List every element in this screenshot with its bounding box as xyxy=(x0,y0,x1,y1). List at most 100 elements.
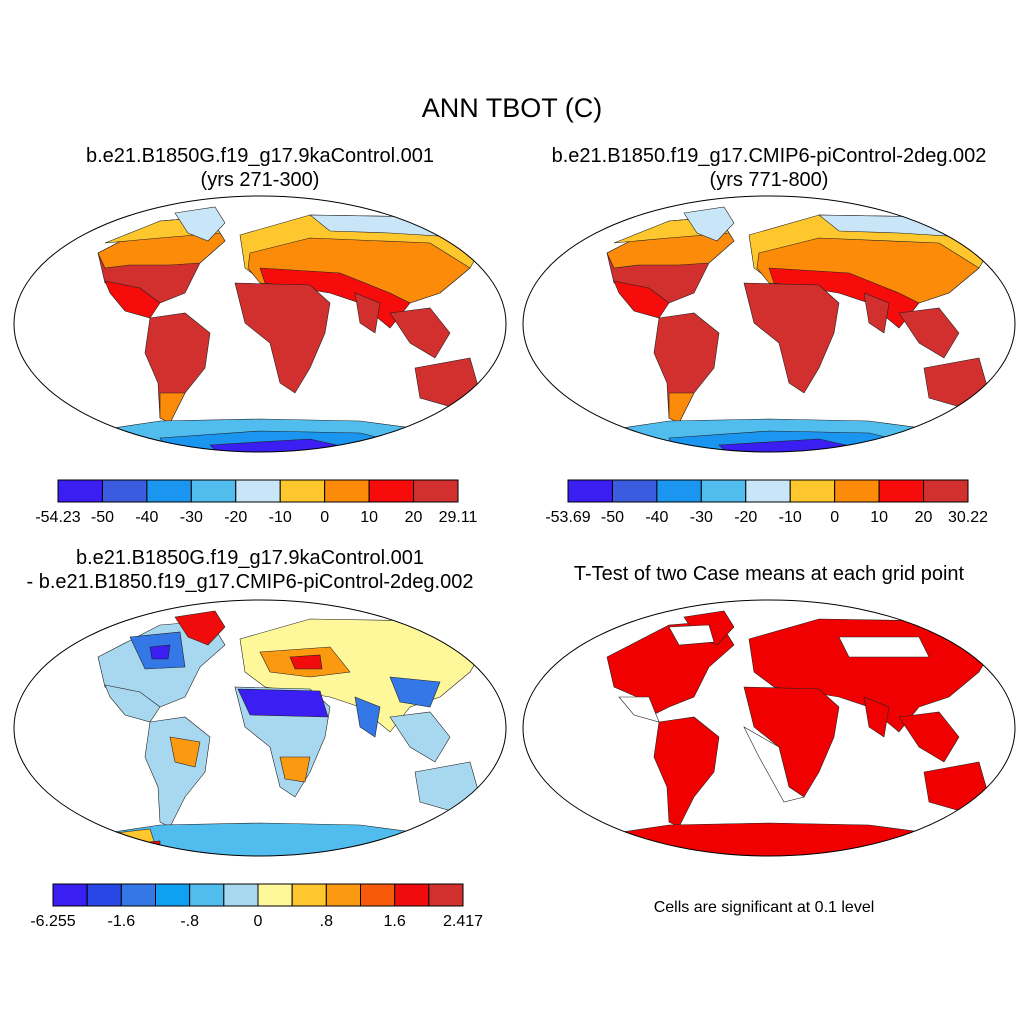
panel-1-colorbar-swatch xyxy=(235,479,281,503)
map-boundary xyxy=(522,599,1016,857)
panel-2-title: b.e21.B1850.f19_g17.CMIP6-piControl-2deg… xyxy=(514,144,1024,192)
south-africa-warm xyxy=(279,756,311,783)
panel-3-colorbar-swatch xyxy=(394,883,430,907)
insignificant-africa-west xyxy=(743,726,805,803)
panel-3-colorbar-tick-label: 2.417 xyxy=(443,913,483,930)
figure-title: ANN TBOT (C) xyxy=(421,93,603,123)
africa xyxy=(234,282,331,394)
panel-1-colorbar-tick-label: -40 xyxy=(135,509,158,526)
africa-significant xyxy=(743,686,840,798)
panel-4-map xyxy=(519,597,1019,859)
map-boundary xyxy=(13,599,507,857)
panel-2-map xyxy=(519,193,1019,455)
sahara-anomaly xyxy=(237,688,329,718)
panel-1-colorbar-swatch xyxy=(57,479,103,503)
panel-2-colorbar-tick-label: -20 xyxy=(734,509,757,526)
panel-1-colorbar-tick-label: 29.11 xyxy=(439,509,478,526)
panel-1-colorbar-swatch xyxy=(190,479,237,503)
panel-2-colorbar-tick-label: -30 xyxy=(690,509,713,526)
panel-4-title-line-1: T-Test of two Case means at each grid po… xyxy=(573,563,965,585)
panel-1-colorbar: -54.23 -50 -40 -30 -20 -10 0 10 20 29.11 xyxy=(35,479,478,526)
panel-3-colorbar-swatch xyxy=(428,883,464,907)
panel-1-colorbar-tick-label: 20 xyxy=(405,509,423,526)
panel-1-colorbar-tick-label: -10 xyxy=(269,509,292,526)
greenland xyxy=(683,206,735,242)
panel-1-colorbar-swatch xyxy=(101,479,148,503)
insignificant-central-america xyxy=(618,696,660,723)
india xyxy=(863,292,890,334)
panel-3-map xyxy=(10,597,510,859)
panel-3-colorbar-tick-label: -6.255 xyxy=(30,913,75,930)
panel-3-colorbar-swatch xyxy=(189,883,225,907)
significance-note: Cells are significant at 0.1 level xyxy=(653,899,875,916)
panel-1-colorbar-tick-label: -20 xyxy=(224,509,247,526)
india-significant xyxy=(863,696,890,738)
panel-3-title-line-1: b.e21.B1850G.f19_g17.9kaControl.001 xyxy=(75,547,425,569)
panel-1-colorbar-tick-label: 10 xyxy=(360,509,378,526)
panel-3-colorbar-swatch xyxy=(120,883,157,907)
panel-1-colorbar-tick-label: -30 xyxy=(180,509,203,526)
map-boundary xyxy=(522,195,1016,453)
panel-3-colorbar-tick-label: 1.6 xyxy=(384,913,406,930)
panel-2-colorbar-tick-label: -50 xyxy=(601,509,624,526)
panel-1-colorbar-swatch xyxy=(279,479,326,503)
india xyxy=(354,292,381,334)
panel-2-colorbar-swatch xyxy=(834,479,880,503)
panel-2-title-line-1: b.e21.B1850.f19_g17.CMIP6-piControl-2deg… xyxy=(551,145,987,167)
panel-1-colorbar-tick-label: 0 xyxy=(320,509,329,526)
panel-1-title-line-2: (yrs 271-300) xyxy=(200,169,320,191)
panel-3-colorbar-tick-label: 0 xyxy=(254,913,263,930)
panel-3-colorbar-tick-label: -.8 xyxy=(180,913,199,930)
panel-3-colorbar-tick-label: .8 xyxy=(320,913,333,930)
panel-2-colorbar-swatch xyxy=(567,479,613,503)
panel-3-colorbar-swatch xyxy=(257,883,293,907)
panel-2-colorbar-swatch xyxy=(656,479,702,503)
europe-core xyxy=(289,654,323,670)
southeast-asia xyxy=(389,307,451,359)
panel-2-colorbar-tick-label: 20 xyxy=(915,509,933,526)
map-boundary xyxy=(13,195,507,453)
panel-3-title-line-2: - b.e21.B1850.f19_g17.CMIP6-piControl-2d… xyxy=(26,571,474,593)
africa xyxy=(743,282,840,394)
panel-1-colorbar-swatch xyxy=(368,479,415,503)
panel-1-title: b.e21.B1850G.f19_g17.9kaControl.001 (yrs… xyxy=(10,144,510,192)
panel-2-colorbar-tick-label: -53.69 xyxy=(545,509,590,526)
panel-2-colorbar-tick-label: 0 xyxy=(830,509,839,526)
panel-4-title: T-Test of two Case means at each grid po… xyxy=(514,562,1024,586)
panel-2-colorbar-tick-label: 30.22 xyxy=(948,509,988,526)
south-america-warm xyxy=(169,736,201,768)
panel-2-title-line-2: (yrs 771-800) xyxy=(709,169,829,191)
panel-1-colorbar-tick-label: -54.23 xyxy=(35,509,80,526)
panel-2-colorbar-swatch xyxy=(878,479,925,503)
insignificant-siberia xyxy=(838,636,930,658)
panel-1-colorbar-swatch xyxy=(413,479,459,503)
panel-3-colorbar-tick-label: -1.6 xyxy=(108,913,136,930)
southeast-asia xyxy=(898,307,960,359)
southeast-asia xyxy=(389,711,451,763)
panel-2-colorbar-swatch xyxy=(745,479,791,503)
panel-2-colorbar-tick-label: -40 xyxy=(645,509,668,526)
insignificant-canada xyxy=(668,624,715,646)
panel-3-title: b.e21.B1850G.f19_g17.9kaControl.001 - b.… xyxy=(0,546,510,594)
panel-1-title-line-1: b.e21.B1850G.f19_g17.9kaControl.001 xyxy=(85,145,435,167)
panel-1-colorbar-swatch xyxy=(324,479,370,503)
panel-2-colorbar-tick-label: 10 xyxy=(870,509,888,526)
greenland xyxy=(174,610,226,646)
panel-3-colorbar-swatch xyxy=(223,883,259,907)
seasia-significant xyxy=(898,711,960,763)
panel-1-colorbar-swatch xyxy=(146,479,192,503)
panel-2-colorbar: -53.69 -50 -40 -30 -20 -10 0 10 20 30.22 xyxy=(545,479,988,526)
panel-3-colorbar-swatch xyxy=(155,883,191,907)
panel-2-colorbar-tick-label: -10 xyxy=(779,509,802,526)
panel-1-map xyxy=(10,193,510,455)
panel-3-colorbar: -6.255 -1.6 -.8 0 .8 1.6 2.417 xyxy=(30,883,483,930)
panel-3-colorbar-swatch xyxy=(291,883,327,907)
panel-2-colorbar-swatch xyxy=(923,479,969,503)
panel-1-colorbar-tick-label: -50 xyxy=(91,509,114,526)
panel-2-colorbar-swatch xyxy=(611,479,658,503)
samerica-significant xyxy=(653,716,720,828)
hudson-core xyxy=(149,644,171,660)
panel-3-colorbar-swatch xyxy=(52,883,88,907)
greenland xyxy=(174,206,226,242)
india xyxy=(354,696,381,738)
